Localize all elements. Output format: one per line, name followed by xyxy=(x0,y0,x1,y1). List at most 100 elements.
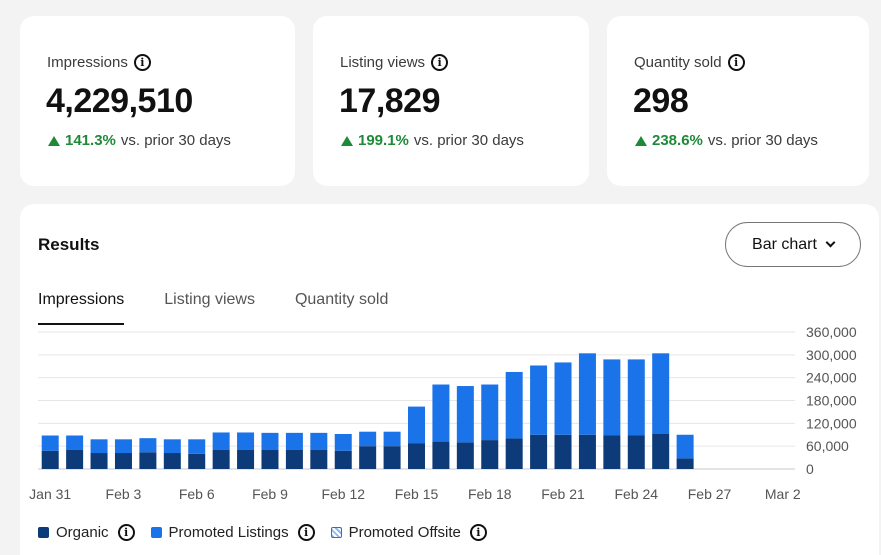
bar-promoted-listings xyxy=(652,353,670,434)
tab-impressions[interactable]: Impressions xyxy=(38,287,125,325)
x-tick-label: Feb 12 xyxy=(321,486,365,502)
bar-organic xyxy=(114,453,132,469)
bar-organic xyxy=(261,449,279,469)
info-icon[interactable]: i xyxy=(727,54,745,71)
bar-organic xyxy=(334,450,352,469)
bar-promoted-listings xyxy=(383,431,401,447)
bar-promoted-listings xyxy=(139,438,157,453)
y-tick-label: 360,000 xyxy=(806,324,857,340)
impressions-bar-chart: 0 60,000 120,000 180,000 240,000 300,000 360,0… xyxy=(29,324,857,502)
y-tick-label: 180,000 xyxy=(806,393,857,409)
metric-tabs: Impressions Listing views Quantity sold xyxy=(38,287,428,325)
stat-value: 17,829 xyxy=(339,82,441,120)
info-icon[interactable]: i xyxy=(133,54,151,71)
bar-promoted-listings xyxy=(310,432,328,450)
bar-organic xyxy=(310,449,328,469)
bar-organic xyxy=(139,452,157,469)
legend-label: Organic xyxy=(56,524,109,541)
bar-promoted-listings xyxy=(359,431,377,447)
bar-promoted-listings xyxy=(261,432,279,450)
chevron-down-icon xyxy=(825,237,836,248)
change-text: vs. prior 30 days xyxy=(413,132,524,149)
bar-organic xyxy=(603,435,621,469)
stat-change: 238.6% vs. prior 30 days xyxy=(635,132,818,149)
bar-organic xyxy=(676,458,694,469)
legend-item-promoted-offsite[interactable]: Promoted Offsite i xyxy=(330,524,487,541)
impressions-label-row: Impressions i xyxy=(47,54,151,71)
legend-label: Promoted Offsite xyxy=(348,524,461,541)
bar-organic xyxy=(383,446,401,469)
bar-promoted-listings xyxy=(676,434,694,459)
change-text: vs. prior 30 days xyxy=(707,132,818,149)
legend-item-organic[interactable]: Organic i xyxy=(38,524,135,541)
chart-type-dropdown[interactable]: Bar chart xyxy=(725,222,861,267)
bar-promoted-listings xyxy=(530,365,548,435)
bar-organic xyxy=(285,449,303,469)
bar-promoted-listings xyxy=(334,433,352,451)
impressions-stat-card: Impressions i 4,229,510 141.3% vs. prior… xyxy=(20,16,295,186)
bar-promoted-listings xyxy=(90,439,108,454)
bar-organic xyxy=(66,449,84,469)
bar-organic xyxy=(530,434,548,469)
bar-promoted-listings xyxy=(505,371,523,439)
stat-label: Listing views xyxy=(340,54,426,71)
info-icon[interactable]: i xyxy=(117,524,135,541)
bar-promoted-listings xyxy=(114,439,132,454)
bar-promoted-listings xyxy=(408,406,425,444)
tab-quantity-sold[interactable]: Quantity sold xyxy=(294,291,389,308)
listing-views-stat-card: Listing views i 17,829 199.1% vs. prior … xyxy=(313,16,589,186)
bar-promoted-listings xyxy=(627,359,645,436)
chart-legend: Organic i Promoted Listings i Promoted O… xyxy=(38,524,503,541)
stat-label: Impressions xyxy=(47,54,128,71)
bar-organic xyxy=(212,449,230,469)
y-tick-label: 60,000 xyxy=(806,438,849,454)
bar-promoted-listings xyxy=(41,435,59,451)
info-icon[interactable]: i xyxy=(297,524,315,541)
bar-organic xyxy=(627,435,645,469)
change-percent: 199.1% xyxy=(358,132,409,149)
x-tick-label: Mar 2 xyxy=(765,486,801,502)
x-tick-label: Feb 6 xyxy=(179,486,215,502)
y-tick-label: 120,000 xyxy=(806,415,857,431)
bar-promoted-listings xyxy=(578,353,596,435)
stat-value: 298 xyxy=(633,82,689,120)
x-tick-label: Feb 15 xyxy=(395,486,439,502)
bar-organic xyxy=(359,446,377,469)
tab-listing-views[interactable]: Listing views xyxy=(164,291,255,308)
results-card: Results Bar chart Impressions Listing vi… xyxy=(20,204,879,555)
stat-label: Quantity sold xyxy=(634,54,722,71)
info-icon[interactable]: i xyxy=(469,524,487,541)
change-percent: 238.6% xyxy=(652,132,703,149)
chart-type-value: Bar chart xyxy=(752,235,817,253)
legend-item-promoted-listings[interactable]: Promoted Listings i xyxy=(150,524,315,541)
bar-promoted-listings xyxy=(603,359,621,436)
bar-promoted-listings xyxy=(188,439,206,454)
bar-promoted-listings xyxy=(554,362,572,435)
quantity-sold-stat-card: Quantity sold i 298 238.6% vs. prior 30 … xyxy=(607,16,869,186)
quantity-sold-label-row: Quantity sold i xyxy=(634,54,745,71)
x-tick-label: Feb 3 xyxy=(106,486,142,502)
y-tick-label: 0 xyxy=(806,461,814,477)
bar-organic xyxy=(456,442,474,469)
bar-organic xyxy=(554,434,572,469)
bar-organic xyxy=(408,443,425,469)
x-tick-label: Feb 18 xyxy=(468,486,512,502)
bar-organic xyxy=(237,449,255,469)
bar-organic xyxy=(652,433,670,469)
bar-promoted-listings xyxy=(163,439,181,454)
bar-promoted-listings xyxy=(237,432,255,450)
bar-promoted-listings xyxy=(212,432,230,450)
x-tick-label: Feb 21 xyxy=(541,486,585,502)
stat-value: 4,229,510 xyxy=(46,82,193,120)
stat-change: 141.3% vs. prior 30 days xyxy=(48,132,231,149)
legend-swatch-organic xyxy=(38,527,49,538)
bar-promoted-listings xyxy=(456,386,474,443)
bar-organic xyxy=(188,453,206,469)
bar-organic xyxy=(578,434,596,469)
legend-swatch-promoted-listings xyxy=(150,527,162,538)
up-arrow-icon xyxy=(48,135,60,146)
bar-organic xyxy=(505,438,523,469)
info-icon[interactable]: i xyxy=(431,54,449,71)
legend-label: Promoted Listings xyxy=(168,524,289,541)
x-tick-label: Feb 27 xyxy=(688,486,732,502)
